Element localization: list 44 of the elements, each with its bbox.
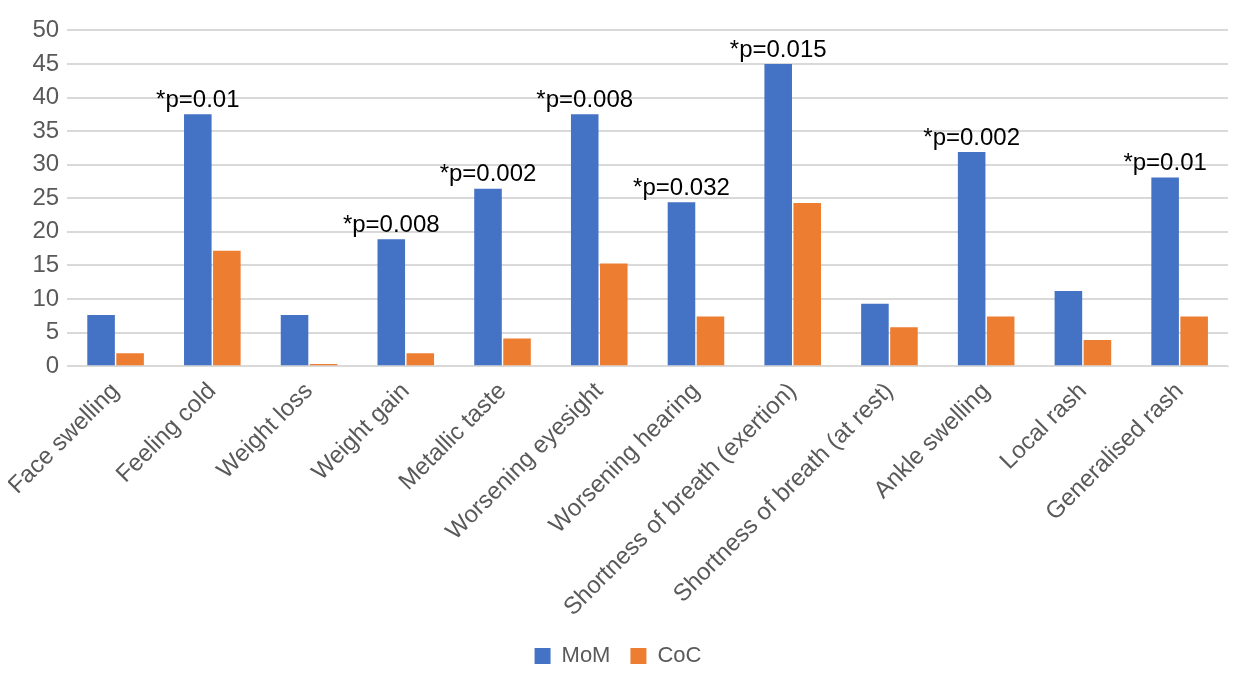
bar [793, 202, 821, 366]
bar [280, 315, 309, 366]
bar [213, 250, 241, 366]
bar [667, 202, 696, 366]
bar [696, 316, 725, 366]
bar [406, 353, 435, 366]
bar [87, 315, 115, 366]
bar [1054, 290, 1083, 366]
y-tick-label: 40 [32, 82, 60, 110]
legend-label: CoC [657, 642, 702, 668]
y-tick-label: 15 [32, 250, 60, 278]
annotation: *p=0.032 [633, 172, 730, 200]
bar [184, 114, 212, 366]
bar [986, 316, 1015, 366]
annotation: *p=0.002 [439, 159, 537, 187]
y-tick-label: 0 [45, 350, 60, 378]
bar [599, 263, 628, 366]
annotation: *p=0.008 [536, 84, 634, 112]
bar [377, 239, 406, 366]
bar [570, 114, 599, 366]
legend-label: MoM [561, 642, 611, 668]
bar [1151, 177, 1179, 366]
y-tick-label: 50 [32, 15, 60, 43]
y-tick-label: 25 [32, 182, 60, 210]
bar [861, 303, 889, 366]
annotation: *p=0.015 [729, 34, 827, 62]
bar [116, 353, 144, 366]
y-tick-label: 45 [32, 48, 60, 76]
annotation: *p=0.008 [342, 209, 440, 237]
y-tick-label: 30 [32, 149, 60, 177]
bar [1180, 316, 1208, 366]
bar [1083, 339, 1112, 366]
bar [474, 188, 502, 366]
y-tick-label: 35 [32, 115, 60, 143]
annotation: *p=0.01 [1123, 148, 1207, 176]
bar [764, 63, 792, 366]
y-tick-label: 20 [32, 216, 60, 244]
bar [957, 151, 986, 366]
y-tick-label: 5 [45, 317, 60, 345]
bar [890, 327, 918, 366]
bar [503, 338, 531, 366]
y-tick-label: 10 [32, 283, 60, 311]
annotation: *p=0.01 [156, 84, 240, 112]
annotation: *p=0.002 [923, 122, 1021, 150]
